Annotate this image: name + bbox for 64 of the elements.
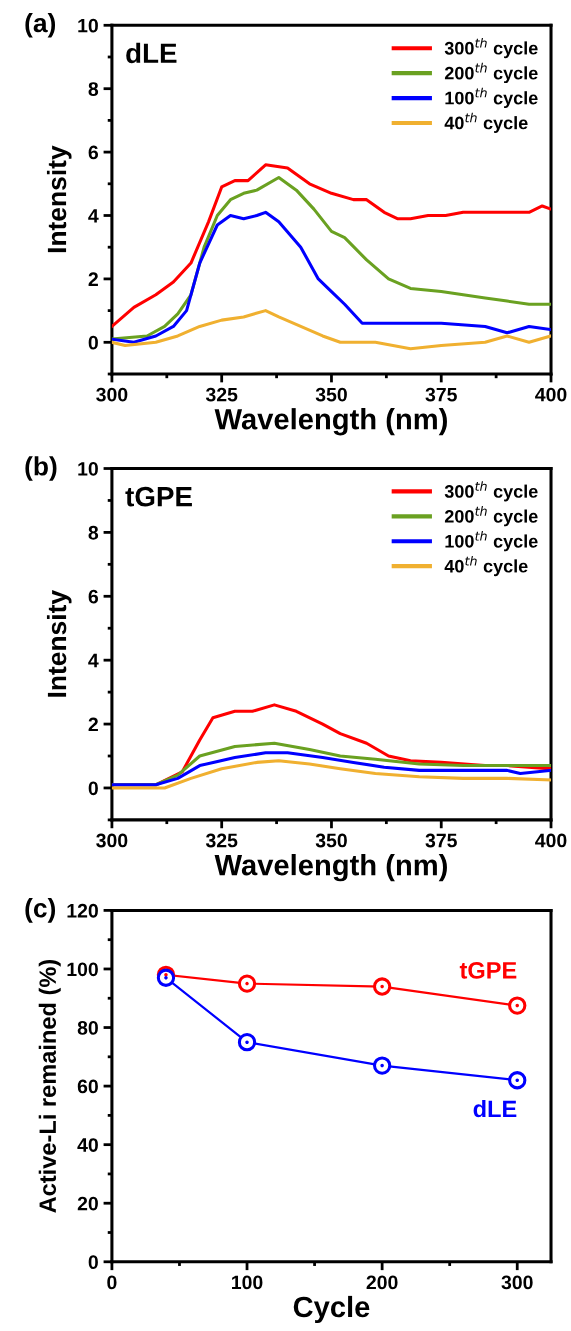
point [237,974,257,993]
x-tick-label: 375 [425,833,457,848]
line-series [111,210,552,344]
legend-label: 200$^{th}$ cycle [444,506,538,527]
y-axis-title: Intensity [46,590,72,697]
y-tick-label: 6 [88,589,99,604]
point [508,996,527,1015]
line-series [111,751,552,787]
line-series [111,759,552,790]
y-tick-label: 60 [77,1079,98,1094]
y-tick-label: 40 [77,1138,98,1152]
point [372,977,392,996]
y-tick-label: 8 [88,82,99,96]
x-axis-title: Cycle [293,1295,370,1324]
y-tick-label: 4 [88,209,99,223]
point [372,1056,392,1075]
y-tick-label: 6 [88,145,99,160]
y-tick-label: 100 [67,962,98,977]
x-tick-label: 200 [366,1275,398,1290]
line-series [111,309,552,351]
x-tick-label: 400 [535,833,567,848]
y-tick-label: 120 [67,903,98,918]
point [508,1071,527,1090]
y-tick-label: 0 [88,335,98,350]
text: (a) [25,12,56,38]
x-tick-label: 375 [425,387,457,402]
y-tick-label: 10 [78,18,98,33]
series-label: dLE [473,1099,517,1118]
y-tick-label: 8 [88,525,99,540]
legend-label: 40$^{th}$ cycle [444,555,528,577]
legend-label: 300$^{th}$ cycle [444,37,538,59]
x-axis-title: Wavelength (nm) [214,853,447,882]
y-tick-label: 2 [88,272,98,286]
annotation: tGPE [125,486,192,507]
legend-label: 100$^{th}$ cycle [445,87,538,109]
legend-label: 300$^{th}$ cycle [444,481,538,502]
y-tick-label: 2 [88,717,98,732]
legend-label: 200$^{th}$ cycle [444,62,538,84]
x-tick-label: 350 [315,387,347,402]
y-tick-label: 80 [77,1021,98,1035]
y-tick-label: 10 [78,461,98,476]
point [237,1033,257,1052]
x-tick-label: 325 [205,387,238,402]
x-axis-title: Wavelength (nm) [214,408,447,436]
y-tick-label: 0 [88,1255,98,1270]
text: (c) [25,898,56,923]
x-tick-label: 0 [107,1275,117,1290]
x-tick-label: 300 [96,833,128,848]
annotation: dLE [126,42,177,64]
y-tick-label: 0 [88,781,98,796]
legend-label: 40$^{th}$ cycle [444,112,528,133]
y-tick-label: 4 [88,653,99,668]
legend-label: 100$^{th}$ cycle [445,530,538,552]
x-tick-label: 350 [315,833,347,848]
y-axis-title: Intensity [46,145,72,253]
x-tick-label: 325 [205,833,238,848]
x-tick-label: 100 [232,1275,263,1290]
x-tick-label: 300 [501,1275,533,1290]
y-tick-label: 20 [77,1196,98,1211]
x-tick-label: 400 [535,387,567,402]
series-label: tGPE [459,961,517,979]
x-tick-label: 300 [96,387,128,402]
y-axis-title: Active-Li remained (%) [38,960,61,1213]
text: (b) [25,456,57,481]
